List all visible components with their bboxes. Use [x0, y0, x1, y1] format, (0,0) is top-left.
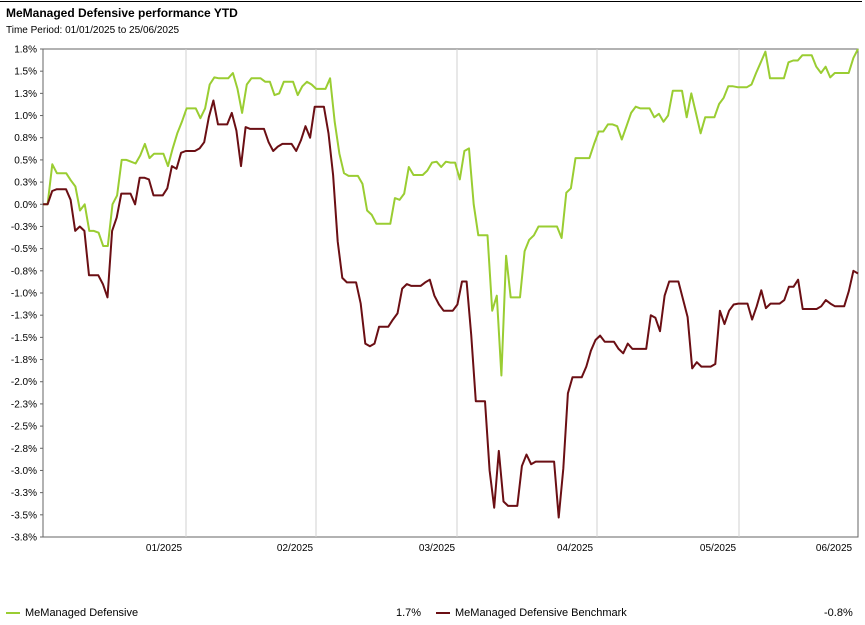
series-line-fund	[43, 48, 859, 377]
y-tick-label: -3.3%	[11, 488, 37, 499]
y-tick-label: -2.8%	[11, 444, 37, 455]
legend-label-fund: MeManaged Defensive	[25, 607, 139, 619]
y-tick-label: 1.5%	[14, 67, 37, 78]
legend-value-benchmark: -0.8%	[824, 607, 853, 619]
x-tick-label: 02/2025	[277, 543, 314, 554]
y-tick-label: 0.5%	[14, 155, 37, 166]
y-tick-label: 1.0%	[14, 111, 37, 122]
legend-value-fund: 1.7%	[396, 607, 422, 619]
y-tick-label: 1.8%	[14, 45, 37, 56]
x-tick-label: 06/2025	[816, 543, 853, 554]
legend-swatch-benchmark	[436, 612, 450, 614]
chart-subtitle: Time Period: 01/01/2025 to 25/06/2025	[6, 25, 180, 36]
y-tick-label: -0.8%	[11, 266, 37, 277]
plot-frame	[42, 48, 859, 538]
y-tick-label: 0.0%	[14, 200, 37, 211]
x-tick-label: 04/2025	[557, 543, 594, 554]
legend-item-fund: MeManaged Defensive	[6, 607, 138, 619]
y-tick-label: -2.5%	[11, 422, 37, 433]
x-tick-label: 05/2025	[700, 543, 737, 554]
y-tick-label: 0.3%	[14, 178, 37, 189]
y-tick-label: -3.0%	[11, 466, 37, 477]
legend-label-benchmark: MeManaged Defensive Benchmark	[455, 607, 627, 619]
series-line-benchmark	[43, 99, 859, 519]
y-tick-label: -1.8%	[11, 355, 37, 366]
legend-item-benchmark: MeManaged Defensive Benchmark	[436, 607, 627, 619]
y-tick-label: -1.3%	[11, 311, 37, 322]
x-tick-label: 01/2025	[146, 543, 183, 554]
y-tick-label: 1.3%	[14, 89, 37, 100]
x-tick-label: 03/2025	[419, 543, 456, 554]
y-tick-label: -1.5%	[11, 333, 37, 344]
y-tick-label: -0.3%	[11, 222, 37, 233]
y-tick-label: -2.3%	[11, 399, 37, 410]
chart-title: MeManaged Defensive performance YTD	[6, 6, 238, 20]
y-tick-label: 0.8%	[14, 133, 37, 144]
y-tick-label: -2.0%	[11, 377, 37, 388]
y-tick-label: -3.5%	[11, 510, 37, 521]
top-rule	[0, 1, 862, 2]
y-tick-label: -1.0%	[11, 289, 37, 300]
line-chart: 01/2025 02/2025 03/2025 04/2025 05/2025 06/20…	[11, 45, 859, 554]
legend-swatch-fund	[6, 612, 20, 614]
y-tick-label: -0.5%	[11, 244, 37, 255]
y-tick-label: -3.8%	[11, 533, 37, 544]
